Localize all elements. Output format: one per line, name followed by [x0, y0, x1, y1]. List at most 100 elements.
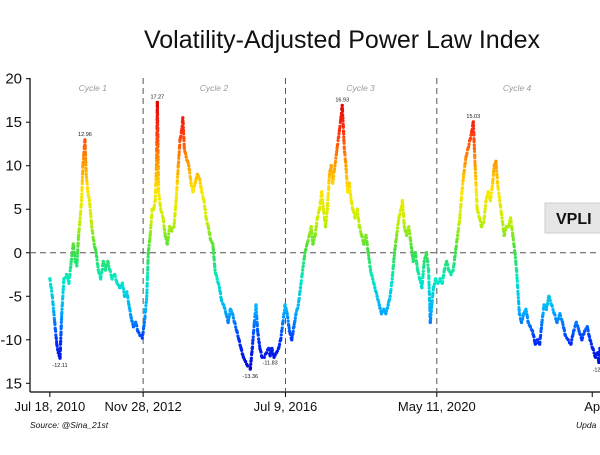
data-point — [162, 227, 167, 232]
data-point — [391, 263, 396, 268]
data-point — [285, 311, 289, 316]
data-point — [192, 184, 197, 188]
data-point — [283, 303, 287, 307]
data-point — [357, 219, 361, 223]
data-point — [524, 310, 528, 314]
data-point — [156, 154, 160, 159]
chart-title: Volatility-Adjusted Power Law Index — [144, 26, 541, 54]
data-point — [81, 160, 85, 164]
data-point — [146, 255, 150, 259]
data-point — [153, 194, 157, 198]
data-point — [456, 229, 460, 233]
data-point — [145, 281, 149, 285]
data-point — [487, 191, 491, 195]
data-point — [515, 269, 519, 274]
data-point — [515, 279, 519, 283]
data-point — [149, 219, 153, 224]
data-point — [580, 336, 585, 340]
data-point — [460, 190, 464, 194]
data-point — [83, 140, 87, 144]
data-point — [145, 294, 149, 298]
data-point — [106, 261, 110, 265]
data-point — [142, 323, 146, 328]
data-point — [61, 284, 66, 288]
data-point — [407, 224, 411, 229]
data-point — [290, 335, 294, 339]
data-point — [350, 202, 354, 206]
data-point — [176, 171, 180, 175]
data-point — [378, 306, 382, 311]
data-point — [576, 324, 580, 328]
data-point — [466, 145, 471, 149]
data-point — [465, 151, 469, 155]
data-point — [50, 289, 54, 293]
data-point — [561, 323, 565, 327]
data-point — [393, 244, 398, 248]
grid-layer — [26, 78, 600, 397]
data-point — [217, 282, 221, 287]
data-point — [582, 329, 587, 333]
data-point — [516, 286, 520, 290]
data-point — [296, 306, 300, 310]
data-point — [205, 217, 209, 222]
data-point — [156, 190, 161, 194]
data-point — [88, 205, 92, 209]
data-point — [452, 258, 457, 262]
data-point — [366, 253, 371, 258]
data-point — [510, 227, 514, 232]
data-point — [478, 219, 483, 224]
data-point — [460, 186, 465, 190]
data-point — [280, 326, 284, 330]
data-point — [103, 268, 108, 272]
data-point — [589, 339, 593, 343]
data-point — [61, 290, 65, 295]
data-point — [353, 216, 357, 220]
data-point — [156, 145, 160, 149]
data-point — [213, 265, 217, 269]
data-point — [62, 279, 66, 283]
data-point — [154, 181, 158, 185]
data-point — [401, 205, 405, 209]
data-point — [141, 327, 146, 331]
data-point — [442, 273, 446, 278]
data-point — [226, 318, 231, 322]
data-point — [188, 171, 192, 175]
data-point — [574, 320, 579, 325]
data-point — [311, 241, 316, 245]
data-point — [488, 198, 493, 203]
data-point — [248, 366, 253, 370]
data-point — [548, 298, 552, 303]
data-point — [535, 338, 540, 342]
data-point — [553, 313, 557, 317]
data-point — [159, 207, 163, 211]
data-point — [84, 175, 89, 179]
data-point — [293, 316, 297, 320]
data-point — [144, 307, 148, 311]
data-point — [163, 231, 167, 235]
data-point — [334, 156, 338, 160]
data-point — [215, 274, 219, 278]
data-point — [227, 314, 231, 319]
data-point — [279, 336, 283, 340]
data-point — [182, 138, 186, 143]
data-point — [473, 156, 477, 160]
data-point — [142, 320, 147, 325]
data-point — [196, 174, 201, 178]
data-point — [126, 296, 130, 300]
data-point — [75, 254, 79, 258]
data-point — [511, 235, 515, 239]
data-point — [468, 136, 473, 140]
extreme-value-label: 12.96 — [78, 132, 92, 138]
extreme-value-label: -12.6 — [593, 367, 600, 373]
data-point — [299, 279, 304, 283]
data-point — [471, 120, 475, 124]
data-point — [431, 291, 435, 296]
data-point — [340, 109, 345, 113]
data-point — [234, 325, 238, 329]
data-point — [358, 226, 362, 230]
data-point — [212, 251, 216, 255]
x-tick-label: Jul 18, 2010 — [14, 399, 85, 414]
data-point — [396, 221, 400, 226]
data-point — [482, 214, 487, 218]
